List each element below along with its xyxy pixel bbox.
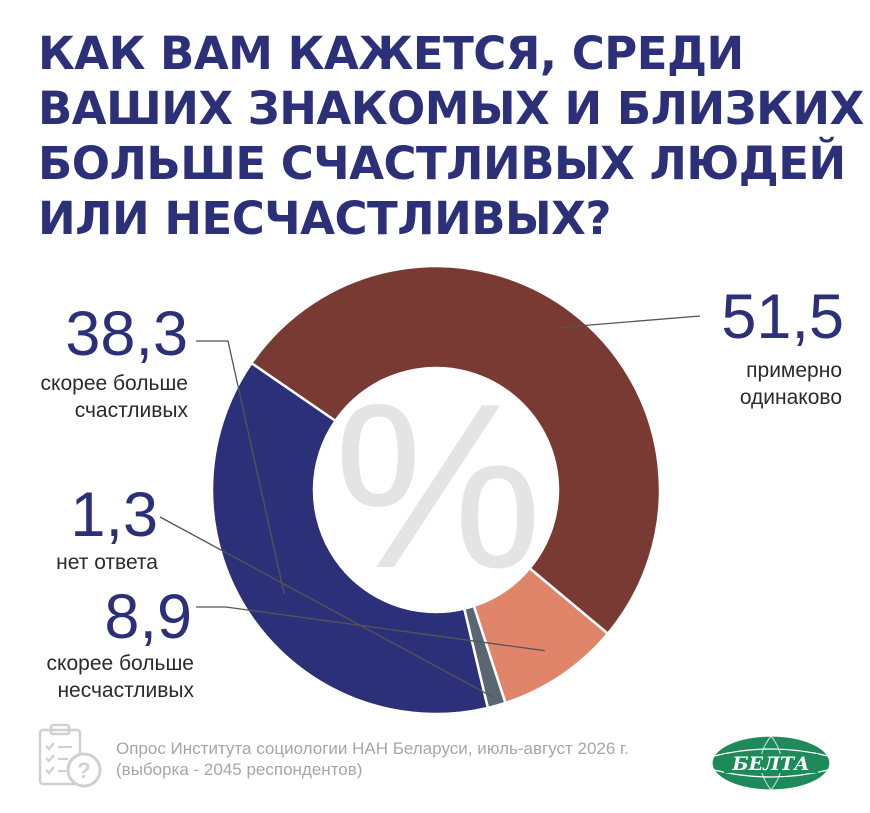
category-label-line: нет ответа bbox=[56, 551, 158, 574]
logo-text: БЕЛТА bbox=[731, 753, 809, 775]
title-line: ВАШИХ ЗНАКОМЫХ И БЛИЗКИХ bbox=[38, 82, 864, 135]
value-label-38-3: 38,3 bbox=[65, 299, 188, 369]
category-label-no-answer: нет ответа bbox=[56, 549, 158, 576]
category-label-line: скорее больше bbox=[46, 652, 194, 675]
source-line: (выборка - 2045 респондентов) bbox=[116, 760, 363, 779]
value-label-8-9: 8,9 bbox=[104, 582, 192, 652]
donut-slice-51-5 bbox=[249, 264, 662, 636]
leader-line-51-5 bbox=[559, 315, 701, 329]
category-label-line: несчастливых bbox=[57, 679, 194, 702]
survey-clipboard-icon: ? bbox=[38, 723, 102, 788]
leader-line-8-9 bbox=[196, 606, 545, 652]
value-label-1-3: 1,3 bbox=[70, 480, 158, 550]
category-label-line: примерно bbox=[746, 359, 842, 382]
source-note: Опрос Института социологии НАН Беларуси,… bbox=[116, 738, 629, 780]
belta-logo: БЕЛТА bbox=[711, 735, 831, 791]
category-label-line: счастливых bbox=[74, 399, 188, 422]
chart-title: КАК ВАМ КАЖЕТСЯ, СРЕДИ ВАШИХ ЗНАКОМЫХ И … bbox=[38, 26, 864, 246]
svg-text:?: ? bbox=[77, 758, 90, 783]
category-label-line: одинаково bbox=[739, 386, 842, 409]
value-label-51-5: 51,5 bbox=[721, 282, 844, 352]
category-label-more-unhappy: скорее больше несчастливых bbox=[47, 650, 194, 704]
title-line: БОЛЬШЕ СЧАСТЛИВЫХ ЛЮДЕЙ bbox=[38, 137, 846, 190]
title-line: ИЛИ НЕСЧАСТЛИВЫХ? bbox=[38, 192, 611, 245]
leader-line-38-3 bbox=[196, 340, 285, 595]
category-label-more-happy: скорее больше счастливых bbox=[41, 370, 188, 424]
donut-slice-38-3 bbox=[210, 361, 490, 716]
leader-line-1-3 bbox=[159, 516, 495, 699]
title-line: КАК ВАМ КАЖЕТСЯ, СРЕДИ bbox=[38, 27, 744, 80]
percent-symbol: % bbox=[334, 354, 543, 617]
category-label-approximately-equal: примерно одинаково bbox=[740, 357, 842, 411]
category-label-line: скорее больше bbox=[40, 372, 188, 395]
source-line: Опрос Института социологии НАН Беларуси,… bbox=[116, 739, 629, 758]
